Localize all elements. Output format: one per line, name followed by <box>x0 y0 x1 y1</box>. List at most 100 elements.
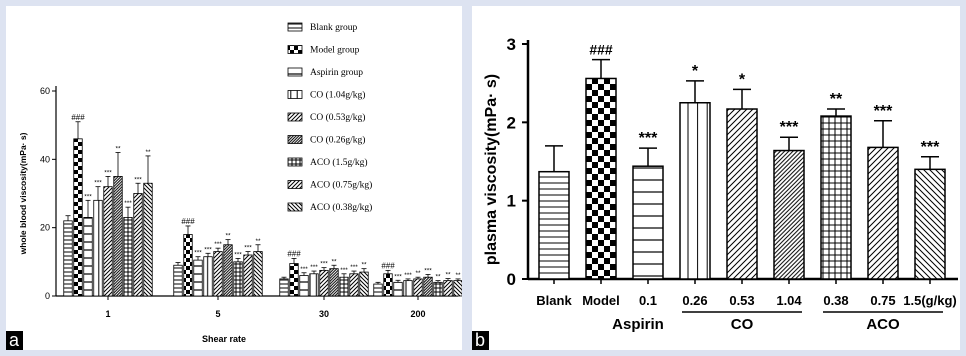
bar <box>632 165 664 280</box>
legend-swatch <box>287 180 303 189</box>
x-tick-label: 30 <box>319 309 329 319</box>
legend-swatch <box>287 22 303 32</box>
y-tick-label: 20 <box>40 223 50 233</box>
significance-mark: ** <box>115 146 121 153</box>
significance-mark: ** <box>361 262 367 269</box>
x-tick-label: 1 <box>105 309 110 319</box>
legend-swatch <box>287 112 303 122</box>
significance-mark: *** <box>394 273 402 280</box>
bar <box>679 102 711 280</box>
bar <box>359 271 369 297</box>
bar <box>289 263 299 297</box>
bar <box>133 193 143 297</box>
bar <box>103 186 113 297</box>
significance-mark: ** <box>455 272 461 279</box>
panel-label-a: a <box>6 331 24 350</box>
significance-mark: ### <box>287 249 301 258</box>
bar <box>453 280 462 297</box>
significance-mark: ### <box>71 113 85 122</box>
x-tick-label: 0.38 <box>823 293 848 308</box>
legend-swatch <box>287 45 303 54</box>
significance-mark: * <box>739 71 746 88</box>
significance-mark: *** <box>921 139 940 156</box>
panel-b: 0 1 2 3 plasma viscosity(mPa· s) Blank ### Mode… <box>472 6 960 350</box>
significance-mark: *** <box>84 193 92 200</box>
legend-label: ACO (1.5g/kg) <box>310 157 368 168</box>
bar <box>585 77 617 280</box>
bar <box>253 251 263 297</box>
significance-mark: *** <box>124 200 132 207</box>
group-label: ACO <box>866 316 900 333</box>
bar <box>279 278 289 297</box>
bar <box>773 149 805 280</box>
x-axis-label: Shear rate <box>202 334 246 344</box>
significance-mark: ** <box>331 258 337 265</box>
significance-mark: *** <box>639 130 658 147</box>
legend-label: CO (0.53g/kg) <box>310 112 365 123</box>
y-tick-label: 40 <box>40 154 50 164</box>
bar <box>83 217 93 297</box>
panel-a: 0 20 40 60 whole blood viscosity(mPa· s) Shea… <box>6 6 462 350</box>
significance-mark: ** <box>435 274 441 281</box>
significance-mark: ** <box>225 233 231 240</box>
bar <box>63 220 73 297</box>
group-label: CO <box>731 316 754 333</box>
y-tick-label: 60 <box>40 86 50 96</box>
legend-swatch <box>287 90 303 99</box>
bar <box>93 199 103 297</box>
bar <box>329 268 339 297</box>
bar <box>413 278 423 297</box>
bar <box>123 217 133 297</box>
significance-mark: *** <box>204 246 212 253</box>
significance-mark: *** <box>244 245 252 252</box>
significance-mark: *** <box>134 176 142 183</box>
significance-mark: ** <box>255 238 261 245</box>
significance-mark: *** <box>320 261 328 268</box>
legend-label: ACO (0.75g/kg) <box>310 180 372 191</box>
legend-label: ACO (0.38g/kg) <box>310 202 372 213</box>
y-tick-label: 2 <box>507 113 516 132</box>
x-tick-label: 200 <box>410 309 425 319</box>
bar <box>233 261 243 297</box>
significance-mark: *** <box>300 266 308 273</box>
significance-mark: *** <box>104 169 112 176</box>
bar <box>73 138 83 297</box>
bar <box>223 244 233 297</box>
bar <box>349 273 359 297</box>
legend-swatch <box>287 67 303 77</box>
significance-mark: ### <box>589 42 613 58</box>
significance-mark: *** <box>780 119 799 136</box>
significance-mark: ### <box>381 261 395 270</box>
y-axis-label: whole blood viscosity(mPa· s) <box>18 132 28 255</box>
bar <box>113 176 123 297</box>
x-tick-label: Blank <box>536 293 572 308</box>
legend-label: Blank group <box>310 23 357 33</box>
x-tick-label: 5 <box>215 309 220 319</box>
bar <box>309 273 319 297</box>
bar <box>183 234 193 297</box>
significance-mark: *** <box>310 264 318 271</box>
significance-mark: ### <box>181 217 195 226</box>
bar <box>403 280 413 297</box>
significance-mark: ** <box>830 91 843 108</box>
x-tick-label: 0.1 <box>639 293 657 308</box>
x-tick-label: 0.75 <box>870 293 895 308</box>
legend-swatch <box>287 157 303 167</box>
legend-label: Aspirin group <box>310 68 363 78</box>
bar <box>423 276 433 297</box>
significance-mark: * <box>692 63 699 80</box>
x-tick-label: 0.53 <box>729 293 754 308</box>
legend-swatch <box>287 135 303 144</box>
panel-label-b: b <box>472 331 490 350</box>
group-label: Aspirin <box>612 316 664 333</box>
significance-mark: ** <box>415 270 421 277</box>
bar <box>820 115 852 280</box>
bar <box>143 182 153 297</box>
bar <box>443 280 453 297</box>
y-tick-label: 1 <box>507 192 516 211</box>
bar <box>433 281 443 297</box>
x-tick-label: 1.5(g/kg) <box>903 293 956 308</box>
legend-label: CO (1.04g/kg) <box>310 90 365 101</box>
plasma-viscosity-chart: 0 1 2 3 plasma viscosity(mPa· s) Blank ### Mode… <box>483 35 958 333</box>
legend-label: CO (0.26g/kg) <box>310 135 365 146</box>
